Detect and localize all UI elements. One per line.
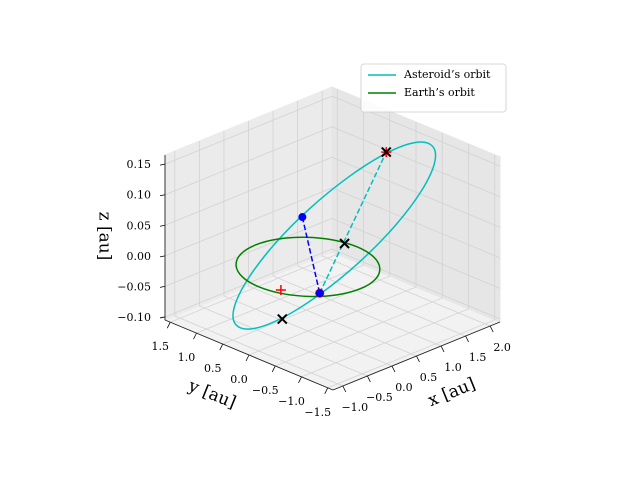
- legend-label: Asteroid’s orbit: [403, 68, 491, 81]
- grid-line: [301, 308, 469, 378]
- z-tick-label: −0.05: [117, 280, 151, 293]
- x-axis-line: [332, 321, 501, 391]
- grid-line: [164, 156, 333, 226]
- grid-line: [164, 126, 333, 196]
- tick-mark: [489, 325, 494, 333]
- tick-mark: [440, 345, 445, 353]
- tick-mark: [159, 316, 166, 319]
- marker: [315, 289, 324, 298]
- y-axis-line: [164, 319, 334, 391]
- series-line: [301, 216, 321, 294]
- z-tick-label: −0.10: [117, 311, 151, 324]
- tick-mark: [342, 385, 347, 393]
- y-tick-label: −1.5: [304, 406, 331, 419]
- grid-line: [331, 95, 501, 167]
- tick-mark: [416, 355, 420, 363]
- z-axis-label: z [au]: [95, 212, 115, 261]
- grid-line: [331, 218, 501, 289]
- tick-mark: [159, 255, 166, 258]
- grid-line: [170, 253, 338, 323]
- grid-line: [164, 218, 333, 287]
- marker: [275, 284, 286, 295]
- z-tick-label: 0.00: [127, 250, 152, 263]
- y-tick-label: 1.5: [152, 340, 170, 353]
- series-line: [232, 141, 437, 330]
- tick-mark: [367, 375, 371, 383]
- series-line: [235, 236, 381, 298]
- y-tick-label: −0.5: [252, 384, 279, 397]
- tick-mark: [271, 365, 276, 373]
- panes: −1.0−0.50.00.51.01.52.01.51.00.50.0−0.5−…: [117, 86, 511, 419]
- legend: Asteroid’s orbit Earth’s orbit: [360, 63, 507, 113]
- z-tick-label: 0.10: [127, 189, 152, 202]
- x-tick-label: −0.5: [366, 391, 393, 404]
- grid-line: [164, 187, 333, 257]
- x-tick-label: 2.0: [493, 341, 511, 354]
- tick-mark: [465, 335, 469, 343]
- tick-mark: [298, 376, 302, 384]
- marker: [339, 238, 350, 249]
- z-tick-label: 0.15: [127, 158, 152, 171]
- grid-line: [248, 286, 417, 356]
- series-line: [319, 151, 387, 294]
- tick-mark: [391, 365, 396, 373]
- grid-line: [331, 126, 501, 198]
- y-tick-label: 0.0: [230, 373, 248, 386]
- marker: [277, 313, 288, 325]
- tick-mark: [245, 354, 250, 362]
- legend-label: Earth’s orbit: [404, 86, 475, 99]
- tick-mark: [159, 194, 166, 197]
- x-tick-label: 0.5: [420, 371, 438, 384]
- y-tick-label: −1.0: [278, 395, 305, 408]
- plot-area: [232, 141, 437, 330]
- x-tick-label: 1.0: [444, 361, 462, 374]
- grid-line: [164, 248, 333, 318]
- grid-line: [275, 297, 443, 367]
- grid-line: [331, 187, 501, 259]
- x-tick-label: 1.5: [469, 351, 487, 364]
- grid-line: [327, 319, 495, 389]
- x-tick-label: −1.0: [341, 401, 368, 414]
- y-tick-label: 0.5: [204, 362, 222, 375]
- grid-line: [196, 264, 364, 334]
- legend-box: [360, 63, 507, 113]
- y-tick-label: 1.0: [178, 351, 196, 364]
- z-tick-label: 0.05: [127, 219, 152, 232]
- tick-mark: [324, 387, 329, 394]
- marker: [381, 146, 392, 158]
- tick-mark: [159, 163, 166, 166]
- x-tick-label: 0.0: [395, 381, 413, 394]
- tick-mark: [159, 285, 166, 288]
- tick-mark: [159, 224, 166, 227]
- tick-mark: [166, 322, 171, 329]
- marker: [298, 213, 307, 222]
- tick-mark: [193, 332, 197, 340]
- grid-line: [164, 95, 333, 165]
- tick-mark: [219, 343, 224, 351]
